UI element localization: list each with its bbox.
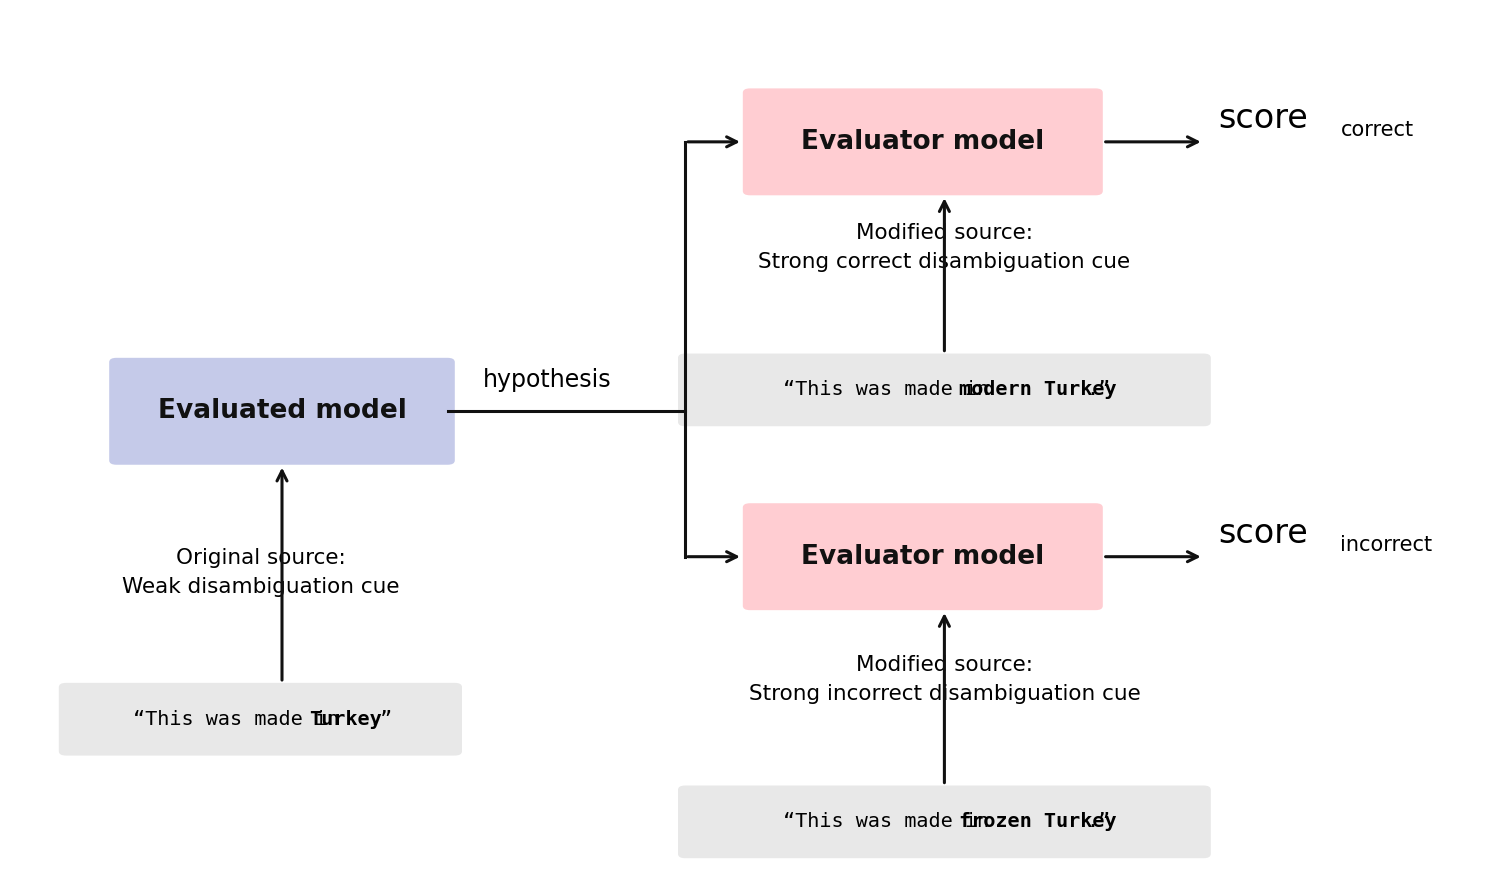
Text: Evaluated model: Evaluated model bbox=[158, 398, 407, 424]
Text: Modified source:
Strong correct disambiguation cue: Modified source: Strong correct disambig… bbox=[759, 223, 1131, 273]
Text: “This was made in: “This was made in bbox=[783, 813, 1000, 831]
FancyBboxPatch shape bbox=[678, 354, 1210, 426]
Text: incorrect: incorrect bbox=[1341, 535, 1432, 555]
Text: .”: .” bbox=[1086, 813, 1110, 831]
Text: “This was made in: “This was made in bbox=[134, 710, 351, 729]
FancyBboxPatch shape bbox=[742, 88, 1102, 195]
Text: Evaluator model: Evaluator model bbox=[801, 544, 1044, 569]
Text: correct: correct bbox=[1341, 120, 1413, 140]
Text: frozen Turkey: frozen Turkey bbox=[958, 813, 1116, 831]
FancyBboxPatch shape bbox=[742, 503, 1102, 610]
Text: Original source:
Weak disambiguation cue: Original source: Weak disambiguation cue bbox=[122, 548, 399, 597]
Text: .”: .” bbox=[1086, 380, 1110, 399]
Text: Evaluator model: Evaluator model bbox=[801, 129, 1044, 155]
Text: Turkey: Turkey bbox=[309, 710, 382, 729]
Text: score: score bbox=[1218, 517, 1308, 550]
Text: score: score bbox=[1218, 102, 1308, 135]
Text: modern Turkey: modern Turkey bbox=[958, 380, 1116, 399]
Text: .”: .” bbox=[368, 710, 393, 729]
FancyBboxPatch shape bbox=[58, 683, 462, 756]
Text: “This was made in: “This was made in bbox=[783, 380, 1000, 399]
FancyBboxPatch shape bbox=[678, 786, 1210, 858]
Text: hypothesis: hypothesis bbox=[483, 369, 612, 392]
Text: Modified source:
Strong incorrect disambiguation cue: Modified source: Strong incorrect disamb… bbox=[748, 655, 1140, 704]
FancyBboxPatch shape bbox=[110, 358, 454, 465]
